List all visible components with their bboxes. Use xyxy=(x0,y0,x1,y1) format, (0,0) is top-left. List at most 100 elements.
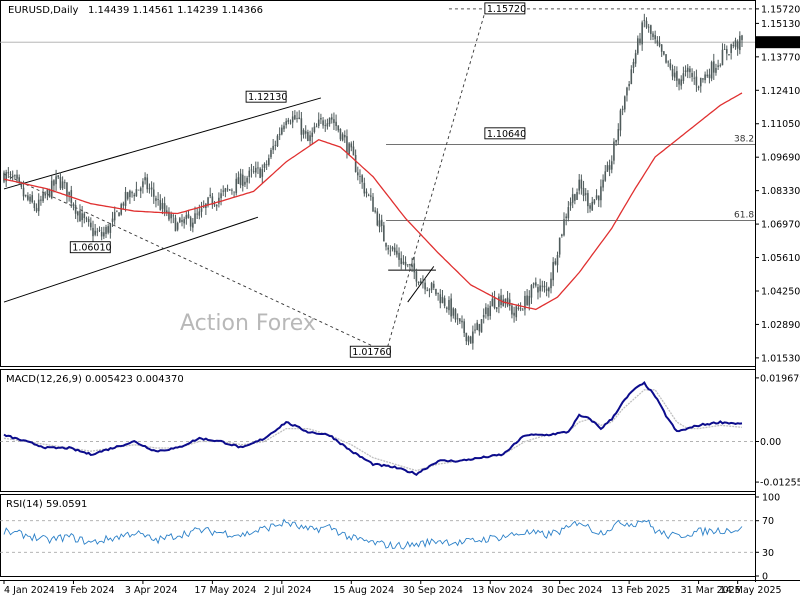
candle-body xyxy=(148,188,151,190)
price-annotations: 1.15720 1.12130 1.10640 1.06010 1.01760 xyxy=(69,2,526,358)
candle-body xyxy=(485,307,487,315)
candle-body xyxy=(478,324,481,332)
candle-body xyxy=(83,213,86,218)
candle-body xyxy=(380,219,383,226)
candle-body xyxy=(16,174,18,179)
candle-body xyxy=(734,40,737,47)
candle-body xyxy=(465,332,468,342)
candle-body xyxy=(215,204,218,207)
candle-body xyxy=(324,125,327,127)
candle-body xyxy=(498,296,500,307)
candle-body xyxy=(710,62,713,79)
candle-body xyxy=(719,65,722,66)
candle-body xyxy=(448,300,450,311)
candle-body xyxy=(235,178,238,194)
annotation-text: 1.10640 xyxy=(487,129,526,140)
candle-body xyxy=(654,35,656,40)
candle-body xyxy=(35,207,38,212)
candle-body xyxy=(274,144,277,146)
candle-body xyxy=(665,54,667,63)
candle-body xyxy=(615,139,617,143)
price-axis-label: 1.01530 xyxy=(761,353,800,364)
candle-body xyxy=(626,87,628,96)
lower-channel-line xyxy=(3,216,259,303)
candle-body xyxy=(441,296,444,303)
candle-body xyxy=(680,79,683,86)
candle-body xyxy=(372,196,374,212)
macd-axis-label: -0.012552 xyxy=(760,478,800,489)
price-axis-label: 1.05610 xyxy=(761,253,800,264)
candle-body xyxy=(263,163,266,168)
candle-body xyxy=(404,261,407,266)
candle-body xyxy=(139,188,142,192)
candle-body xyxy=(534,282,537,286)
price-axis-label: 1.15720 xyxy=(761,4,800,15)
candle-body xyxy=(422,281,424,283)
candle-body xyxy=(183,219,185,224)
candle-body xyxy=(289,122,292,124)
candle-body xyxy=(44,193,47,196)
candle-body xyxy=(511,305,513,315)
candle-body xyxy=(578,179,581,191)
candle-body xyxy=(159,200,162,210)
candle-body xyxy=(513,312,515,316)
candle-body xyxy=(637,38,639,54)
candle-body xyxy=(11,175,14,178)
candle-body xyxy=(92,227,94,237)
candle-body xyxy=(415,271,418,282)
candle-body xyxy=(378,220,381,228)
candle-body xyxy=(409,264,411,266)
axis-labels: 1.15720 1.15130 1.13770 1.12410 1.11050 1.096… xyxy=(3,4,800,596)
candle-body xyxy=(658,42,661,46)
candle-body xyxy=(250,169,253,171)
current-price-label: 1.14366 xyxy=(759,38,798,49)
time-axis-label: 31 Mar 2025 xyxy=(681,585,741,596)
candle-body xyxy=(376,211,379,226)
candle-body xyxy=(244,181,246,185)
candle-body xyxy=(300,118,303,135)
candle-body xyxy=(650,25,652,34)
candle-body xyxy=(400,258,403,265)
candle-body xyxy=(717,65,719,67)
candle-body xyxy=(272,145,274,150)
candle-body xyxy=(606,165,609,172)
candle-body xyxy=(452,308,455,316)
candle-body xyxy=(137,189,140,191)
time-axis-label: 15 Aug 2024 xyxy=(333,585,394,596)
candle-body xyxy=(526,295,528,305)
candle-body xyxy=(59,177,62,189)
candle-body xyxy=(87,218,90,223)
candle-body xyxy=(487,307,489,317)
candle-body xyxy=(602,179,604,188)
candle-body xyxy=(660,44,663,52)
candle-body xyxy=(652,33,654,37)
candle-body xyxy=(623,96,626,110)
upper-channel-line xyxy=(3,97,322,190)
candle-body xyxy=(335,121,337,127)
candle-body xyxy=(313,126,316,132)
annotation-text: 1.12130 xyxy=(248,92,287,103)
candle-body xyxy=(539,285,541,292)
candle-body xyxy=(211,196,214,205)
candle-body xyxy=(172,215,175,217)
candle-body xyxy=(252,171,255,173)
candle-body xyxy=(105,227,107,235)
candle-body xyxy=(417,281,420,284)
candle-body xyxy=(482,314,485,318)
candle-body xyxy=(320,118,322,120)
candle-body xyxy=(237,177,240,184)
candle-body xyxy=(723,49,726,50)
candle-body xyxy=(459,318,461,322)
time-axis-label: 13 Nov 2024 xyxy=(472,585,533,596)
candle-body xyxy=(491,298,494,307)
candle-body xyxy=(643,19,646,21)
candle-body xyxy=(200,208,203,212)
candle-body xyxy=(330,117,333,120)
candle-body xyxy=(461,320,463,323)
time-axis-label: 17 May 2024 xyxy=(194,585,256,596)
candle-body xyxy=(543,285,546,288)
candle-body xyxy=(350,143,353,148)
candle-body xyxy=(254,167,257,173)
